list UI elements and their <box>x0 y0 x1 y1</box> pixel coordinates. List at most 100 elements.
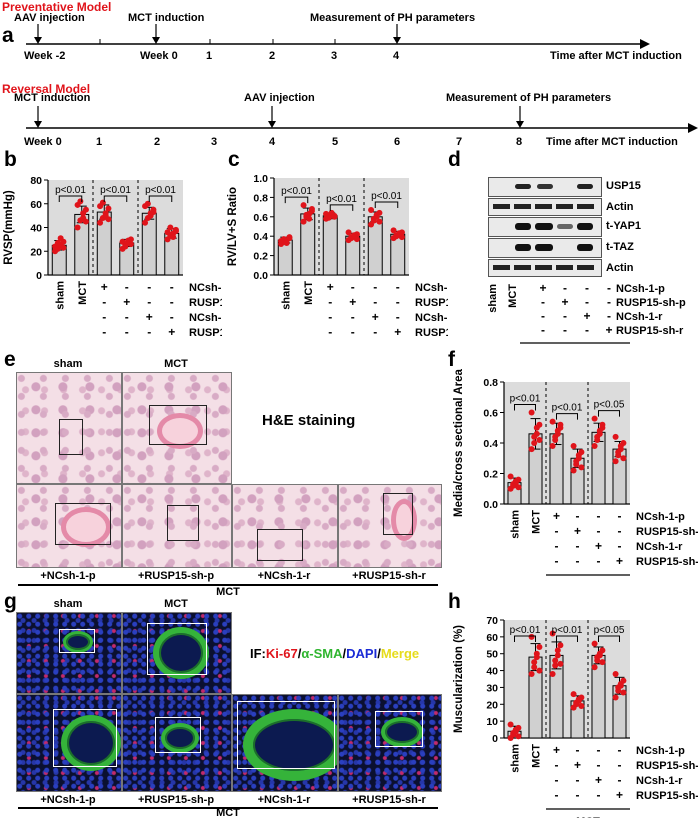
significance-bracket <box>556 635 578 642</box>
bar <box>322 215 338 276</box>
he-image-mct <box>122 372 232 484</box>
data-point <box>575 452 582 459</box>
treatment-sign: - <box>585 281 589 295</box>
chart-c-ratio: 0.0 0.2 0.4 0.6 0.8 1.0 RV/LV+S Ratio p<0.01 p<0… <box>227 173 448 339</box>
y-tick-label: 40 <box>30 223 42 235</box>
blot-tyap1 <box>488 217 602 237</box>
treatment-sign: - <box>170 295 174 309</box>
he-image-rusp15shr <box>338 484 442 568</box>
data-point <box>325 214 332 221</box>
data-point <box>536 436 543 443</box>
prev-measure-label: Measurement of PH parameters <box>310 12 476 24</box>
data-point <box>127 241 134 248</box>
treatment-sign: - <box>147 280 151 294</box>
if-label: +NCsh-1-p <box>40 794 96 806</box>
chart-f-media: 0.0 0.2 0.4 0.6 0.8 Media/cross sectional Are… <box>453 368 698 576</box>
significance-bracket <box>374 201 399 209</box>
lane-label-mct: MCT <box>507 284 519 308</box>
prev-tick-label: 2 <box>269 50 276 62</box>
he-group-label: MCT <box>216 586 240 598</box>
he-image-sham <box>16 372 122 484</box>
mct-group-label: MCT <box>576 816 600 818</box>
if-sep: / <box>297 646 302 661</box>
he-label-sham: sham <box>53 358 83 370</box>
reversal-model-title: Reversal Model <box>2 82 91 96</box>
treatment-sign: - <box>373 295 377 309</box>
treatment-sign: - <box>170 280 174 294</box>
significance-bracket <box>103 195 128 202</box>
data-point <box>164 229 171 236</box>
data-point <box>300 202 307 209</box>
treatment-row-label: RUSP15-sh-r <box>616 325 684 337</box>
treatment-row-label: NCsh-1-p <box>636 511 685 523</box>
treatment-sign: - <box>147 325 151 339</box>
preventative-timeline-arrowhead <box>640 39 650 49</box>
chart-h-muscularization: 0 10 20 30 40 50 60 70 Muscularization (%) p<0.01… <box>453 615 698 818</box>
prev-tick-label: Week -2 <box>24 50 66 62</box>
treatment-sign: - <box>576 788 580 802</box>
data-point <box>615 449 622 456</box>
treatment-sign: - <box>328 325 332 339</box>
treatment-sign: - <box>373 325 377 339</box>
treatment-sign: + <box>616 788 623 802</box>
treatment-sign: - <box>125 310 129 324</box>
data-point <box>97 219 104 226</box>
treatment-sign: + <box>146 310 153 324</box>
if-image-sham <box>16 612 122 694</box>
treatment-row-label: NCsh-1-p <box>189 282 222 294</box>
blot-actin-1 <box>488 198 602 216</box>
treatment-sign: - <box>618 509 622 523</box>
y-tick-label: 70 <box>486 615 498 627</box>
panel-letter-f: f <box>448 348 455 371</box>
treatment-sign: - <box>555 539 559 553</box>
data-point <box>507 473 514 480</box>
if-merge: Merge <box>380 646 420 661</box>
y-tick-label: 50 <box>486 649 498 661</box>
treatment-sign: - <box>555 554 559 568</box>
y-axis-label: RV/LV+S Ratio <box>227 187 239 266</box>
he-image-rusp15shp <box>122 484 232 568</box>
data-point <box>122 243 129 250</box>
he-label: +NCsh-1-p <box>40 570 96 582</box>
treatment-sign: - <box>147 295 151 309</box>
y-tick-label: 20 <box>486 699 498 711</box>
if-dapi: DAPI <box>346 646 378 661</box>
he-image-ncsh1r <box>232 484 338 568</box>
treatment-sign: + <box>101 280 108 294</box>
data-point <box>570 443 577 450</box>
y-tick-label: 0.6 <box>253 212 268 224</box>
if-label: +NCsh-1-r <box>257 794 311 806</box>
treatment-sign: + <box>616 554 623 568</box>
data-point <box>308 207 315 214</box>
treatment-sign: - <box>597 743 601 757</box>
data-point <box>119 238 126 245</box>
if-sep: / <box>377 646 381 661</box>
data-point <box>528 409 535 416</box>
significance-bracket <box>514 635 536 642</box>
treatment-row-label: NCsh-1-r <box>636 775 683 787</box>
rev-tick-label: 3 <box>211 136 218 148</box>
data-point <box>557 660 564 667</box>
data-point <box>599 659 606 666</box>
band-label: Actin <box>606 262 634 274</box>
blot-usp15 <box>488 177 602 197</box>
treatment-sign: - <box>373 280 377 294</box>
treatment-sign: - <box>555 788 559 802</box>
data-point <box>620 455 627 462</box>
data-point <box>82 206 89 213</box>
p-value-label: p<0.01 <box>55 185 86 196</box>
y-tick-label: 40 <box>486 666 498 678</box>
p-value-label: p<0.01 <box>145 185 176 196</box>
treatment-sign: - <box>396 310 400 324</box>
treatment-sign: - <box>618 539 622 553</box>
treatment-sign: - <box>563 323 567 337</box>
panel-letter-c: c <box>228 148 240 171</box>
data-point <box>591 640 598 647</box>
data-point <box>142 219 149 226</box>
group-label: MCT <box>531 510 543 534</box>
treatment-row-label: NCsh-1-r <box>636 541 683 553</box>
he-group-line <box>18 584 438 586</box>
he-label-mct: MCT <box>164 358 188 370</box>
data-point <box>77 198 84 205</box>
treatment-row-label: NCsh-1-p <box>616 283 665 295</box>
